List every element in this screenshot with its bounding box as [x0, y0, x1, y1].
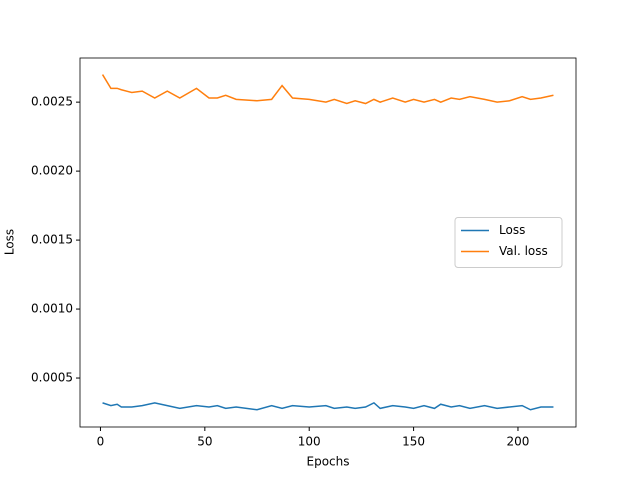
x-tick-label: 200 [507, 435, 530, 449]
y-tick-label: 0.0010 [31, 302, 73, 316]
legend-label: Loss [499, 223, 525, 237]
x-tick-label: 100 [298, 435, 321, 449]
y-tick-label: 0.0015 [31, 233, 73, 247]
y-tick-label: 0.0025 [31, 95, 73, 109]
series-line [101, 74, 554, 105]
x-tick-label: 0 [97, 435, 105, 449]
x-axis-label: Epochs [307, 455, 350, 469]
x-tick-label: 50 [197, 435, 212, 449]
y-axis-label: Loss [3, 229, 17, 255]
y-tick-label: 0.0020 [31, 164, 73, 178]
y-tick-label: 0.0005 [31, 371, 73, 385]
plot-frame [79, 57, 577, 428]
series-line [102, 401, 554, 411]
legend-label: Val. loss [499, 244, 548, 258]
x-tick-label: 150 [402, 435, 425, 449]
